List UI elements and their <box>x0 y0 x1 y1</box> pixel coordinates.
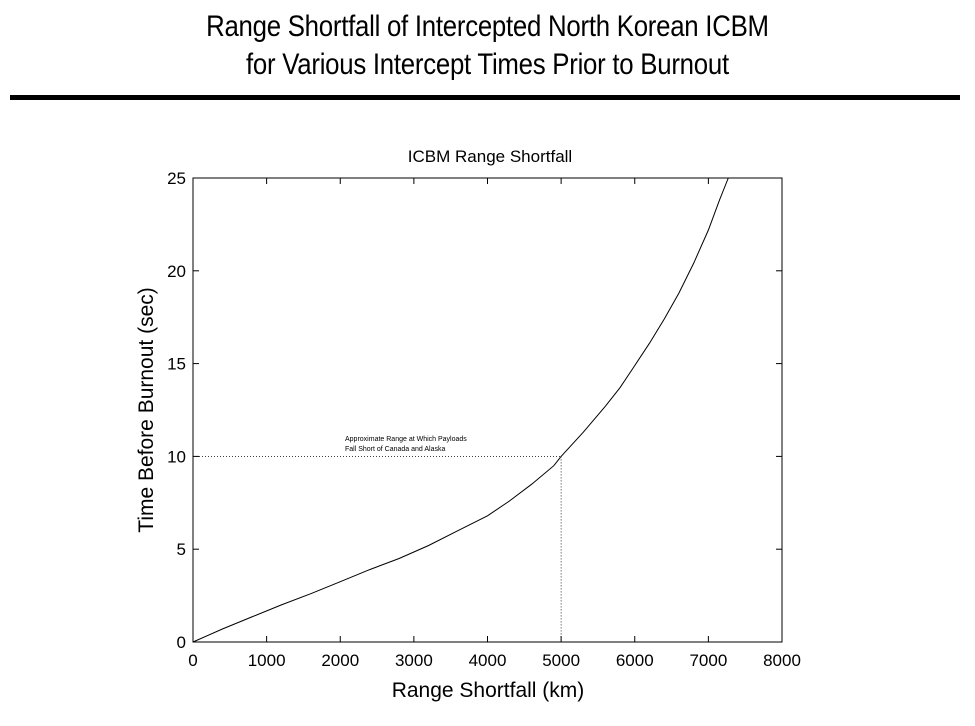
y-tick-label: 5 <box>177 540 186 559</box>
y-tick-label: 20 <box>167 262 186 281</box>
x-tick-label: 7000 <box>689 651 727 670</box>
x-tick-label: 0 <box>188 651 197 670</box>
data-series <box>192 177 729 643</box>
reference-lines <box>193 455 562 642</box>
x-tick-label: 6000 <box>616 651 654 670</box>
title-divider <box>10 95 960 100</box>
slide-title: Range Shortfall of Intercepted North Kor… <box>68 8 907 84</box>
x-tick-label: 4000 <box>469 651 507 670</box>
x-tick-label: 8000 <box>763 651 801 670</box>
annotation-line-1: Approximate Range at Which Payloads <box>345 436 467 443</box>
x-tick-label: 5000 <box>542 651 580 670</box>
slide-title-line-1: Range Shortfall of Intercepted North Kor… <box>206 10 769 43</box>
y-tick-label: 25 <box>167 169 186 188</box>
x-tick-label: 3000 <box>395 651 433 670</box>
annotation-line-2: Fall Short of Canada and Alaska <box>345 446 446 453</box>
chart-title: ICBM Range Shortfall <box>408 147 572 166</box>
axis-ticks <box>192 177 783 643</box>
x-axis-label: Range Shortfall (km) <box>392 679 585 702</box>
slide-title-line-2: for Various Intercept Times Prior to Bur… <box>245 48 729 81</box>
x-tick-label: 1000 <box>248 651 286 670</box>
x-tick-label: 2000 <box>321 651 359 670</box>
y-tick-label: 0 <box>177 633 186 652</box>
plot-frame <box>192 177 783 643</box>
axis-tick-labels: 0 1000 2000 3000 4000 5000 6000 7000 8000 0 5 10 15 2… <box>167 169 801 670</box>
series-line <box>192 177 729 643</box>
y-tick-label: 10 <box>167 447 186 466</box>
y-axis-label: Time Before Burnout (sec) <box>135 287 158 532</box>
y-tick-label: 15 <box>167 355 186 374</box>
